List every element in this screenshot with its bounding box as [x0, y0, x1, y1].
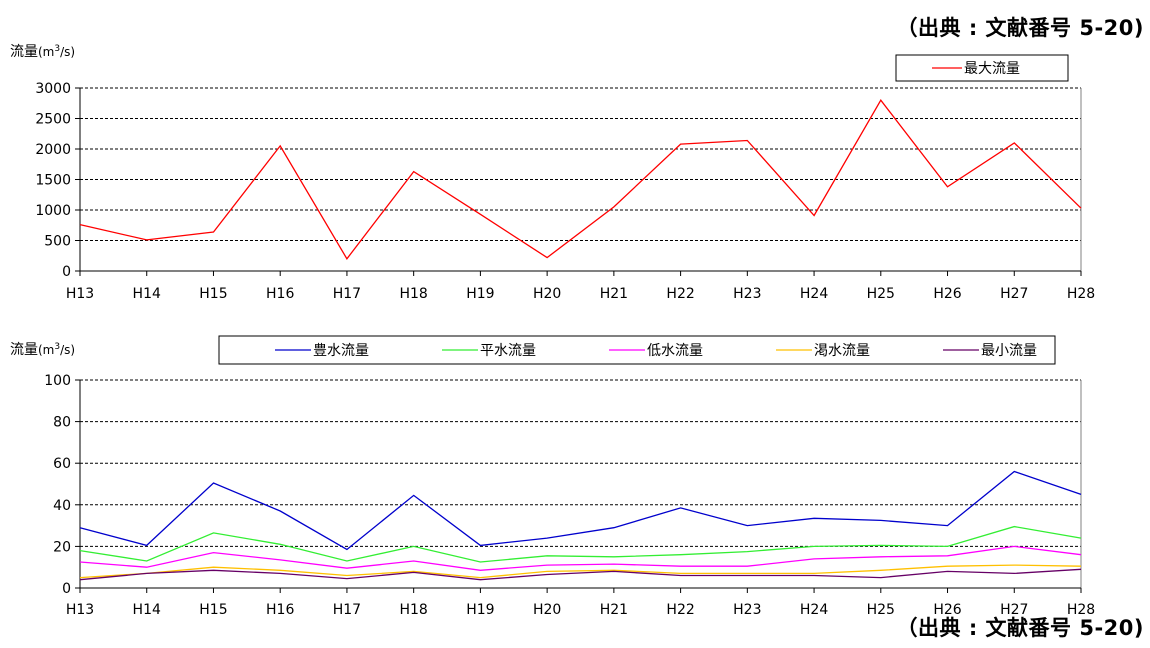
y-tick-label: 1000 [35, 203, 71, 219]
x-tick-label: H17 [333, 286, 361, 302]
x-tick-label: H13 [66, 286, 94, 302]
x-tick-label: H19 [466, 286, 494, 302]
chart-2: 0 20 40 60 80 100 H13 H14 H15 H16 H17 H18 H19 H20 H21 H… [10, 335, 1095, 618]
chart-1: 0 500 1000 1500 2000 2500 3000 H13 H14 H15 H16 H17 H… [10, 44, 1095, 302]
legend-label: 最大流量 [964, 61, 1020, 77]
y-tick-label: 0 [62, 581, 71, 597]
x-tick-label: H13 [66, 602, 94, 618]
x-tick-label: H28 [1067, 602, 1095, 618]
x-tick-label: H27 [1000, 286, 1028, 302]
series-line-3 [79, 545, 1082, 571]
x-tick-label: H15 [199, 602, 227, 618]
x-tick-label: H21 [600, 602, 628, 618]
x-tick-label: H15 [199, 286, 227, 302]
source-citation-top: （出典 : 文献番号 5-20) [896, 16, 1144, 40]
y-tick-label: 0 [62, 264, 71, 280]
x-tick-label: H23 [733, 602, 761, 618]
series-line-1 [79, 470, 1082, 551]
x-tick-label: H28 [1067, 286, 1095, 302]
x-tick-label: H22 [666, 286, 694, 302]
x-tick-label: H18 [399, 602, 427, 618]
legend-label: 渇水流量 [814, 343, 870, 359]
x-tick-label: H26 [933, 286, 961, 302]
series-line-1 [79, 99, 1082, 260]
x-tick-label: H20 [533, 286, 561, 302]
y-tick-label: 80 [53, 415, 71, 431]
x-tick-label: H19 [466, 602, 494, 618]
legend-box [895, 54, 1069, 82]
x-tick-label: H14 [133, 602, 161, 618]
x-tick-label: H25 [867, 602, 895, 618]
y-axis-label: 流量(m3/s) [10, 342, 75, 358]
series-line-2 [79, 525, 1082, 563]
series-line-5 [79, 568, 1082, 581]
legend-label: 豊水流量 [313, 343, 369, 359]
x-tick-label: H26 [933, 602, 961, 618]
y-tick-label: 60 [53, 456, 71, 472]
x-tick-label: H17 [333, 602, 361, 618]
y-tick-label: 500 [44, 234, 71, 250]
legend-label: 低水流量 [647, 343, 703, 359]
series-line-4 [79, 564, 1082, 579]
x-tick-label: H22 [666, 602, 694, 618]
x-tick-label: H27 [1000, 602, 1028, 618]
y-tick-label: 3000 [35, 81, 71, 97]
x-tick-label: H16 [266, 286, 294, 302]
x-tick-label: H14 [133, 286, 161, 302]
y-tick-label: 20 [53, 539, 71, 555]
x-tick-label: H25 [867, 286, 895, 302]
x-tick-label: H20 [533, 602, 561, 618]
x-tick-label: H24 [800, 286, 828, 302]
source-citation-bottom: （出典 : 文献番号 5-20) [896, 616, 1144, 640]
y-tick-label: 2000 [35, 142, 71, 158]
legend-label: 最小流量 [981, 343, 1037, 359]
y-tick-label: 40 [53, 498, 71, 514]
y-axis-label: 流量(m3/s) [10, 44, 75, 60]
x-tick-label: H16 [266, 602, 294, 618]
y-tick-label: 100 [44, 373, 71, 389]
y-tick-label: 2500 [35, 112, 71, 128]
x-tick-label: H21 [600, 286, 628, 302]
x-tick-label: H18 [399, 286, 427, 302]
legend-label: 平水流量 [480, 343, 536, 359]
x-tick-label: H24 [800, 602, 828, 618]
x-tick-label: H23 [733, 286, 761, 302]
y-tick-label: 1500 [35, 173, 71, 189]
